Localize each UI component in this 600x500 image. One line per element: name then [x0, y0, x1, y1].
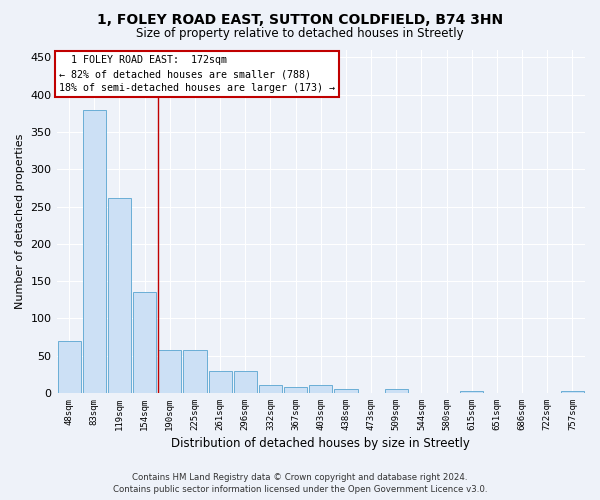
Bar	[309, 386, 332, 393]
Bar	[133, 292, 156, 393]
Bar	[234, 370, 257, 393]
Text: Contains HM Land Registry data © Crown copyright and database right 2024.
Contai: Contains HM Land Registry data © Crown c…	[113, 472, 487, 494]
Y-axis label: Number of detached properties: Number of detached properties	[15, 134, 25, 309]
Text: 1, FOLEY ROAD EAST, SUTTON COLDFIELD, B74 3HN: 1, FOLEY ROAD EAST, SUTTON COLDFIELD, B7…	[97, 12, 503, 26]
Bar	[561, 390, 584, 393]
Bar	[385, 389, 408, 393]
Bar	[184, 350, 206, 393]
Text: 1 FOLEY ROAD EAST:  172sqm
← 82% of detached houses are smaller (788)
18% of sem: 1 FOLEY ROAD EAST: 172sqm ← 82% of detac…	[59, 55, 335, 93]
Bar	[158, 350, 181, 393]
X-axis label: Distribution of detached houses by size in Streetly: Distribution of detached houses by size …	[172, 437, 470, 450]
Bar	[334, 389, 358, 393]
Bar	[209, 370, 232, 393]
Bar	[83, 110, 106, 393]
Bar	[259, 386, 282, 393]
Bar	[108, 198, 131, 393]
Bar	[58, 341, 80, 393]
Bar	[284, 387, 307, 393]
Text: Size of property relative to detached houses in Streetly: Size of property relative to detached ho…	[136, 28, 464, 40]
Bar	[460, 390, 484, 393]
